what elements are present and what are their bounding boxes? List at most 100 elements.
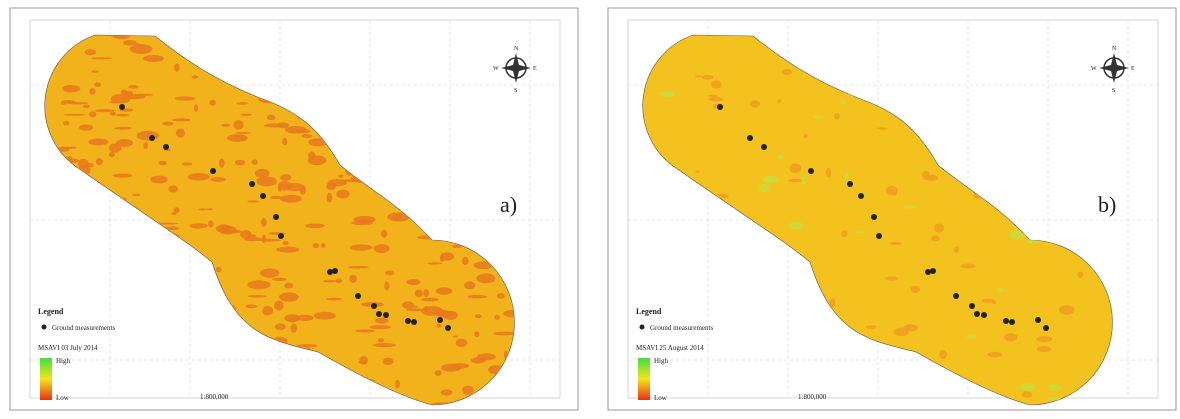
msavi-patch [375,318,388,324]
msavi-patch [451,363,469,369]
msavi-patch [497,293,505,299]
msavi-patch [778,99,782,102]
msavi-patch [370,325,391,329]
ground-measurement [210,168,216,174]
msavi-patch [866,325,877,328]
msavi-patch [348,266,369,269]
ground-measurement [930,268,936,274]
ground-measurement [953,293,959,299]
msavi-patch [113,174,133,178]
msavi-patch [209,100,215,106]
msavi-patch [910,286,920,293]
ground-measurement [808,168,814,174]
msavi-patch [89,88,95,95]
msavi-patch [240,230,251,239]
msavi-patch [94,82,101,87]
msavi-patch [966,334,976,338]
msavi-patch [464,281,475,289]
compass-w: W [493,66,499,72]
msavi-patch [91,57,112,59]
msavi-patch [876,127,888,129]
legend-point [640,325,645,330]
compass-n: N [1112,46,1117,52]
msavi-patch [462,257,469,265]
msavi-patch [275,323,286,330]
msavi-patch [421,298,438,302]
msavi-patch [385,270,394,275]
msavi-patch [939,350,947,359]
msavi-patch [453,335,459,337]
msavi-patch [143,55,164,62]
msavi-patch [395,380,400,389]
msavi-patch [279,292,299,301]
msavi-patch [782,69,792,75]
msavi-patch [260,268,280,277]
msavi-patch [313,243,319,248]
compass-e: E [533,66,537,72]
msavi-patch [789,163,801,173]
legend-ramp [40,358,52,400]
msavi-patch [423,289,429,297]
ground-measurement [1009,319,1015,325]
legend-high: High [56,357,71,365]
msavi-patch [261,218,267,227]
ground-measurement [445,325,451,331]
legend-layer: MSAVI 25 August 2014 [636,344,704,352]
msavi-patch [383,358,394,365]
msavi-patch [248,295,267,298]
msavi-patch [1048,384,1061,391]
msavi-patch [321,243,325,248]
compass-n: N [514,46,519,52]
msavi-patch [288,318,298,323]
msavi-patch [88,138,108,145]
msavi-patch [308,155,327,165]
msavi-patch [78,159,89,169]
msavi-patch [83,105,90,108]
ground-measurement [761,144,767,150]
msavi-patch [272,278,286,281]
msavi-patch [96,158,103,165]
msavi-patch [1004,333,1018,341]
msavi-patch [282,241,288,245]
msavi-patch [91,70,99,72]
msavi-patch [467,295,487,299]
msavi-patch [116,114,129,117]
msavi-patch [218,226,236,235]
ground-measurement [327,269,333,275]
msavi-patch [660,90,675,97]
msavi-patch [813,115,825,118]
msavi-patch [424,306,429,313]
msavi-patch [695,75,702,77]
msavi-patch [440,252,454,260]
msavi-patch [79,124,93,130]
ground-measurement [981,312,987,318]
ground-measurement [383,312,389,318]
ground-measurement [332,268,338,274]
msavi-patch [276,247,299,253]
msavi-patch [695,171,699,174]
msavi-patch [436,287,453,294]
msavi-patch [436,323,441,327]
msavi-patch [63,121,69,126]
msavi-patch [114,127,132,130]
msavi-patch [128,85,139,89]
msavi-patch [236,102,248,105]
msavi-patch [94,109,114,112]
ground-measurement [278,233,284,239]
msavi-patch [886,186,898,196]
msavi-patch [130,44,153,54]
msavi-patch [378,338,384,342]
msavi-patch [415,289,423,297]
msavi-patch [894,328,910,337]
msavi-patch [240,114,252,116]
msavi-patch [132,194,140,197]
msavi-patch [85,49,96,55]
msavi-patch [788,179,801,183]
ground-measurement [925,269,931,275]
ground-measurement [876,233,882,239]
msavi-patch [297,344,318,347]
legend-layer: MSAVI 03 July 2014 [38,344,98,352]
msavi-patch [109,152,115,157]
legend-point [42,325,47,330]
msavi-patch [150,176,168,184]
